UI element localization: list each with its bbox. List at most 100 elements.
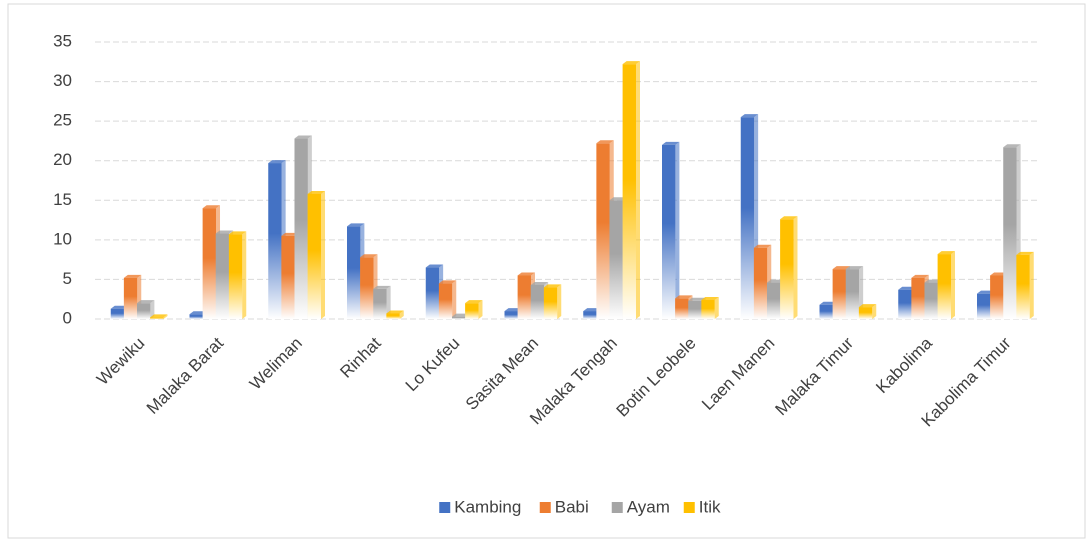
- bar-top: [110, 305, 129, 309]
- bar-face: [701, 300, 715, 319]
- x-tick-label: Sasita Mean: [462, 334, 542, 414]
- bar-top: [701, 297, 719, 301]
- bar-side: [872, 304, 877, 319]
- bar-face: [543, 287, 558, 319]
- x-tick-label: Botin Leobele: [613, 334, 700, 421]
- bar-top: [136, 300, 155, 304]
- bar-face: [136, 303, 151, 319]
- bar-top: [753, 244, 772, 248]
- bar-face: [202, 208, 217, 319]
- bar-top: [543, 284, 562, 288]
- bar-top: [228, 231, 247, 235]
- bar-face: [504, 311, 518, 319]
- y-tick-label: 25: [53, 111, 72, 130]
- bar-side: [399, 310, 404, 319]
- bar-side: [557, 284, 562, 319]
- bar-top: [622, 61, 640, 65]
- bar-face: [662, 144, 676, 319]
- bar-face: [307, 193, 321, 319]
- bar-top: [517, 272, 536, 276]
- bar-top: [189, 311, 207, 315]
- bar-face: [373, 288, 387, 319]
- bar-top: [504, 308, 522, 312]
- y-tick-label: 0: [63, 308, 72, 327]
- x-tick-label: Malaka Timur: [772, 333, 858, 419]
- y-tick-label: 20: [53, 150, 72, 169]
- legend-label: Ayam: [627, 497, 670, 516]
- x-tick-label: Kabolima: [872, 333, 936, 397]
- bar-face: [465, 303, 479, 319]
- bar-top: [373, 285, 391, 289]
- bar: [662, 141, 680, 319]
- y-tick-label: 10: [53, 229, 72, 248]
- bar-top: [150, 314, 168, 318]
- bar: [622, 61, 640, 319]
- bar-top: [911, 274, 929, 278]
- bar-face: [451, 316, 466, 319]
- bar-top: [451, 313, 470, 317]
- x-tick-label: Laen Manen: [698, 334, 778, 414]
- bar-top: [530, 281, 549, 285]
- bar-top: [281, 232, 299, 236]
- bar-face: [858, 307, 873, 319]
- bar-face: [609, 200, 623, 319]
- bar-face: [360, 257, 374, 319]
- bar-face: [150, 317, 164, 319]
- bar-top: [386, 310, 404, 314]
- bar: [937, 251, 955, 319]
- legend-swatch: [439, 502, 451, 513]
- bar-face: [438, 283, 453, 319]
- legend-label: Kambing: [454, 497, 521, 516]
- bar: [465, 300, 483, 319]
- bar-top: [307, 190, 325, 194]
- bar-side: [675, 141, 680, 319]
- bar-face: [215, 233, 230, 319]
- bar-face: [898, 289, 912, 319]
- bar-face: [832, 269, 847, 319]
- bar-face: [990, 275, 1004, 319]
- bar-face: [425, 267, 440, 319]
- bar-face: [110, 308, 125, 319]
- bar-top: [360, 254, 378, 258]
- bar-top: [990, 272, 1008, 276]
- bar-face: [1016, 254, 1030, 319]
- bar-top: [1003, 144, 1021, 148]
- bar-face: [530, 284, 545, 319]
- bar: [307, 190, 325, 319]
- bar-top: [347, 223, 365, 227]
- bar-face: [583, 311, 597, 319]
- bar-face: [819, 304, 833, 319]
- bar-top: [819, 301, 837, 305]
- bar-face: [386, 313, 400, 319]
- bar: [543, 284, 562, 319]
- bar-top: [675, 295, 693, 299]
- bar-side: [950, 251, 955, 319]
- bar-face: [845, 269, 860, 319]
- bar-face: [740, 117, 755, 319]
- bar-face: [294, 138, 308, 319]
- bar-face: [281, 235, 295, 319]
- bar-face: [228, 234, 243, 319]
- bar: [150, 314, 168, 319]
- bar-side: [386, 285, 391, 319]
- bar: [438, 280, 457, 319]
- bar-side: [242, 231, 247, 319]
- legend-swatch: [539, 502, 551, 513]
- bar-top: [937, 251, 955, 255]
- bar-top: [845, 266, 864, 270]
- chart-border: [7, 3, 1086, 539]
- bar-top: [609, 197, 627, 201]
- bar-top: [858, 304, 877, 308]
- x-tick-label: Malaka Barat: [143, 333, 227, 417]
- bar-side: [452, 280, 457, 319]
- x-tick-label: Rinhat: [336, 333, 384, 381]
- bar-side: [163, 314, 168, 319]
- bar-top: [740, 114, 759, 118]
- bar-face: [517, 275, 532, 319]
- bar-side: [635, 61, 640, 319]
- bar-face: [766, 282, 781, 319]
- bar-side: [793, 216, 798, 319]
- bar-side: [320, 190, 325, 319]
- bar-top: [832, 266, 851, 270]
